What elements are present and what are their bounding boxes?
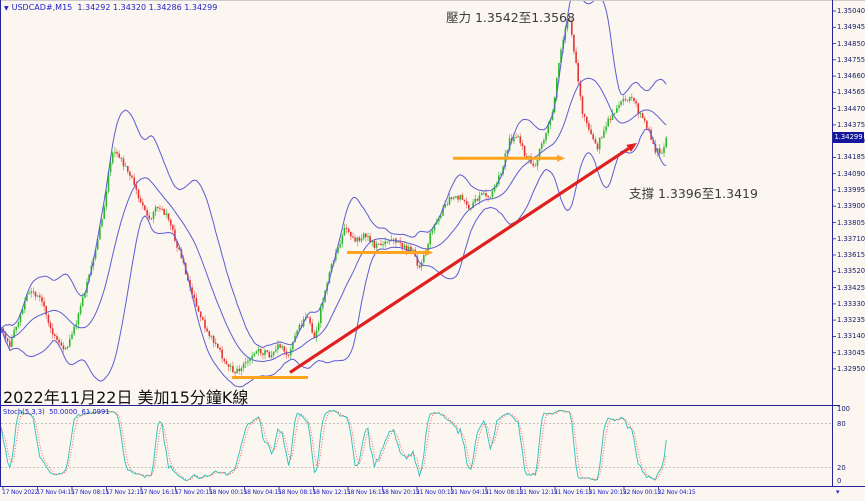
time-axis-label: 21 Nov 16:15 [554,489,593,496]
price-axis-label: 1.33045 [837,348,865,357]
stoch-pane[interactable] [0,410,832,482]
time-axis-label: 18 Nov 08:15 [278,489,317,496]
candles-layer [0,18,667,378]
price-axis-label: 1.33805 [837,218,865,227]
price-axis-label: 1.34755 [837,55,865,64]
bollinger-upper-line [0,0,667,349]
stoch-scale-label: 0 [837,476,842,485]
time-axis-label: 18 Nov 04:15 [243,489,282,496]
stoch-main-value: 50.0000 [49,408,78,416]
collapse-chart-icon[interactable]: ▼ [4,5,9,12]
price-axis-label: 1.33900 [837,202,865,211]
stoch-scale-label: 20 [837,463,846,472]
resistance-annotation: 壓力 1.3542至1.3568 [446,10,575,25]
price-axis-label: 1.34945 [837,23,865,32]
time-axis-label: 17 Nov 20:15 [174,489,213,496]
price-axis-label: 1.33710 [837,234,865,243]
time-axis-label: 17 Nov 08:15 [71,489,110,496]
bollinger-lower-line [0,128,667,388]
time-axis-label: 17 Nov 12:15 [105,489,144,496]
time-axis-label: 21 Nov 00:15 [416,489,455,496]
price-axis-label: 1.33140 [837,332,865,341]
stoch-scale-label: 80 [837,419,846,428]
time-axis-label: 18 Nov 00:15 [209,489,248,496]
price-axis-label: 1.33425 [837,283,865,292]
time-axis-label: 18 Nov 20:15 [381,489,420,496]
chart-frame [0,0,865,490]
current-price-tag: 1.34299 [833,132,864,143]
time-axis-label: 21 Nov 04:15 [450,489,489,496]
time-axis-label: 17 Nov 04:15 [36,489,75,496]
price-axis-label: 1.33520 [837,267,865,276]
price-axis-label: 1.33330 [837,299,865,308]
price-axis-label: 1.34660 [837,72,865,81]
price-axis-label: 1.33235 [837,316,865,325]
time-axis-label: 21 Nov 20:15 [588,489,627,496]
stoch-signal-line [0,410,667,481]
bollinger-middle-line [0,77,667,363]
price-axis-label: 1.34470 [837,104,865,113]
time-axis-label: 18 Nov 16:15 [347,489,386,496]
stoch-signal-value: 61.0991 [81,408,110,416]
price-axis-label: 1.33615 [837,251,865,259]
time-axis-label: 22 Nov 00:15 [623,489,662,496]
time-axis-label: 17 Nov 16:15 [140,489,179,496]
trend-line[interactable] [289,142,637,374]
time-axis-label: 21 Nov 08:15 [485,489,524,496]
symbol-name: USDCAD#,M15 [11,3,73,12]
price-axis-label: 1.34375 [837,120,865,129]
axis-corner-icon[interactable]: ▾ [836,488,840,496]
price-axis-label: 1.34185 [837,153,865,162]
stoch-scale-label: 100 [837,404,850,413]
price-axis-label: 1.34090 [837,169,865,178]
symbol-title: ▼ USDCAD#,M15 1.34292 1.34320 1.34286 1.3… [4,3,217,12]
time-axis-label: 22 Nov 04:15 [657,489,696,496]
level-arrow-2[interactable] [347,248,433,257]
price-axis-label: 1.32950 [837,364,865,373]
price-axis-label: 1.33995 [837,186,865,194]
price-axis-label: 1.35040 [837,7,865,15]
ohlc-values: 1.34292 1.34320 1.34286 1.34299 [77,3,218,12]
time-axis-label: 21 Nov 12:15 [519,489,558,496]
price-axis-label: 1.34850 [837,39,865,48]
level-arrow-3[interactable] [453,154,565,162]
stoch-name: Stoch(5,3,3) [3,408,45,416]
support-annotation: 支撐 1.3396至1.3419 [629,186,758,201]
stoch-main-line [0,410,667,482]
date-annotation: 2022年11月22日 美加15分鐘K線 [3,388,249,407]
time-axis-label: 17 Nov 2022 [2,489,39,496]
time-axis-label: 18 Nov 12:15 [312,489,351,496]
price-axis-label: 1.34565 [837,88,865,97]
stoch-indicator-label: Stoch(5,3,3) 50.0000 61.0991 [3,408,110,416]
